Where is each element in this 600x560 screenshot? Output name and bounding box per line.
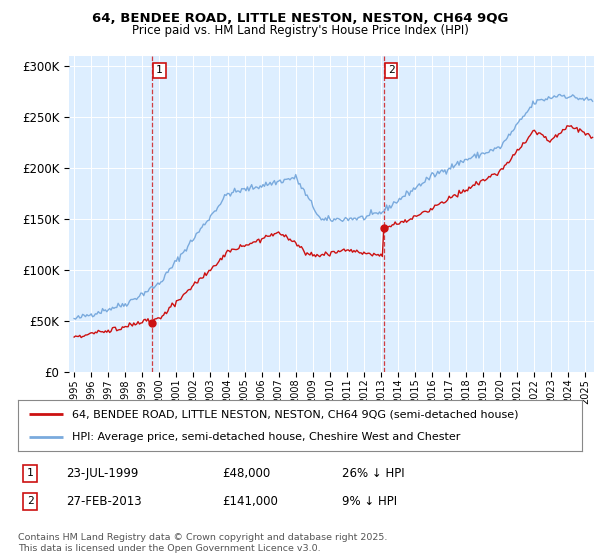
Text: 23-JUL-1999: 23-JUL-1999 bbox=[66, 466, 139, 480]
Text: 2: 2 bbox=[26, 496, 34, 506]
Text: £48,000: £48,000 bbox=[222, 466, 270, 480]
Text: Contains HM Land Registry data © Crown copyright and database right 2025.
This d: Contains HM Land Registry data © Crown c… bbox=[18, 533, 388, 553]
Text: HPI: Average price, semi-detached house, Cheshire West and Chester: HPI: Average price, semi-detached house,… bbox=[71, 432, 460, 442]
Text: 64, BENDEE ROAD, LITTLE NESTON, NESTON, CH64 9QG: 64, BENDEE ROAD, LITTLE NESTON, NESTON, … bbox=[92, 12, 508, 25]
Text: £141,000: £141,000 bbox=[222, 494, 278, 508]
Text: 64, BENDEE ROAD, LITTLE NESTON, NESTON, CH64 9QG (semi-detached house): 64, BENDEE ROAD, LITTLE NESTON, NESTON, … bbox=[71, 409, 518, 419]
Text: 1: 1 bbox=[156, 66, 163, 76]
Text: 2: 2 bbox=[388, 66, 395, 76]
Text: 9% ↓ HPI: 9% ↓ HPI bbox=[342, 494, 397, 508]
Text: 27-FEB-2013: 27-FEB-2013 bbox=[66, 494, 142, 508]
Text: 26% ↓ HPI: 26% ↓ HPI bbox=[342, 466, 404, 480]
Text: 1: 1 bbox=[26, 468, 34, 478]
Text: Price paid vs. HM Land Registry's House Price Index (HPI): Price paid vs. HM Land Registry's House … bbox=[131, 24, 469, 36]
